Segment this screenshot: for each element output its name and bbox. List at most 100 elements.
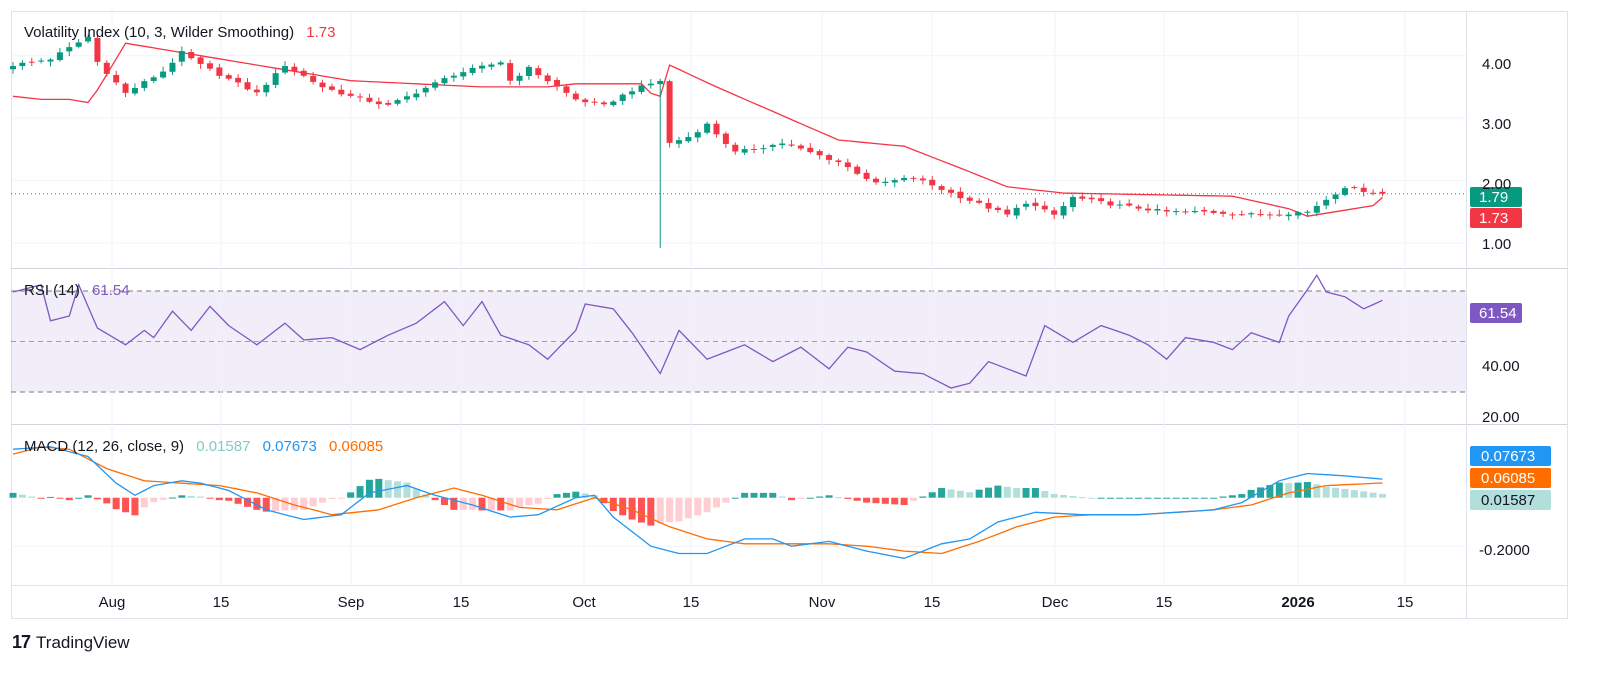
- candle[interactable]: [19, 60, 26, 70]
- candle[interactable]: [1163, 206, 1170, 217]
- candle[interactable]: [854, 164, 861, 176]
- candle[interactable]: [1051, 207, 1058, 220]
- macd-histogram-bar[interactable]: [572, 491, 580, 498]
- candle[interactable]: [760, 144, 767, 154]
- candle[interactable]: [1013, 204, 1020, 220]
- macd-histogram-bar[interactable]: [56, 497, 64, 499]
- macd-histogram-bar[interactable]: [825, 495, 833, 498]
- macd-histogram-bar[interactable]: [919, 496, 927, 498]
- macd-histogram-bar[interactable]: [93, 497, 101, 500]
- candle[interactable]: [779, 138, 786, 149]
- candle[interactable]: [310, 71, 317, 85]
- candle[interactable]: [103, 60, 110, 77]
- macd-histogram-bar[interactable]: [1013, 488, 1021, 498]
- macd-histogram-bar[interactable]: [309, 497, 317, 507]
- candle[interactable]: [1220, 209, 1227, 217]
- candle[interactable]: [28, 57, 35, 67]
- macd-histogram-bar[interactable]: [9, 492, 17, 498]
- macd-histogram-bar[interactable]: [985, 487, 993, 498]
- macd-histogram-bar[interactable]: [684, 497, 692, 519]
- candle[interactable]: [1191, 206, 1198, 214]
- macd-histogram-bar[interactable]: [1266, 485, 1274, 498]
- macd-histogram-bar[interactable]: [1369, 492, 1377, 498]
- macd-histogram-bar[interactable]: [1341, 488, 1349, 498]
- macd-histogram-bar[interactable]: [1153, 497, 1161, 499]
- candle[interactable]: [282, 61, 289, 75]
- macd-histogram-bar[interactable]: [863, 497, 871, 503]
- candle[interactable]: [225, 73, 232, 81]
- macd-histogram-bar[interactable]: [1135, 497, 1143, 499]
- macd-legend[interactable]: MACD (12, 26, close, 9) 0.01587 0.07673 …: [24, 438, 383, 455]
- macd-histogram-bar[interactable]: [544, 497, 552, 499]
- macd-histogram-bar[interactable]: [1294, 482, 1302, 498]
- candle[interactable]: [563, 84, 570, 97]
- macd-histogram-bar[interactable]: [656, 497, 664, 524]
- macd-histogram-bar[interactable]: [1285, 483, 1293, 498]
- candle[interactable]: [957, 187, 964, 204]
- macd-histogram-bar[interactable]: [806, 497, 814, 499]
- candle[interactable]: [863, 169, 870, 182]
- candle[interactable]: [75, 39, 82, 49]
- macd-histogram-bar[interactable]: [591, 495, 599, 498]
- macd-histogram-bar[interactable]: [290, 497, 298, 510]
- macd-histogram-bar[interactable]: [459, 497, 467, 510]
- tradingview-brand[interactable]: 17 TradingView: [12, 632, 130, 653]
- candle[interactable]: [1229, 212, 1236, 220]
- macd-histogram-bar[interactable]: [159, 497, 167, 500]
- candle[interactable]: [94, 33, 101, 66]
- macd-histogram-bar[interactable]: [1041, 490, 1049, 498]
- candle[interactable]: [1313, 201, 1320, 217]
- candle[interactable]: [657, 78, 664, 249]
- macd-histogram-bar[interactable]: [403, 482, 411, 498]
- candle[interactable]: [1295, 211, 1302, 220]
- macd-histogram-bar[interactable]: [37, 497, 45, 499]
- candle[interactable]: [1098, 193, 1105, 205]
- macd-histogram-bar[interactable]: [1031, 488, 1039, 498]
- candle[interactable]: [797, 143, 804, 151]
- macd-histogram-bar[interactable]: [394, 481, 402, 498]
- macd-histogram-bar[interactable]: [647, 497, 655, 526]
- candle[interactable]: [197, 55, 204, 69]
- candle[interactable]: [1210, 209, 1217, 215]
- candle[interactable]: [216, 63, 223, 80]
- macd-histogram-bar[interactable]: [525, 497, 533, 506]
- candle[interactable]: [244, 78, 251, 91]
- macd-histogram-bar[interactable]: [65, 497, 73, 501]
- price-last-badge[interactable]: 1.79: [1470, 187, 1522, 207]
- candle[interactable]: [788, 139, 795, 148]
- macd-histogram-bar[interactable]: [694, 497, 702, 516]
- candle[interactable]: [647, 78, 654, 89]
- candle[interactable]: [169, 58, 176, 76]
- candle[interactable]: [1285, 211, 1292, 221]
- candle[interactable]: [1182, 208, 1189, 215]
- macd-histogram-bar[interactable]: [412, 488, 420, 498]
- candle[interactable]: [394, 98, 401, 106]
- macd-histogram-bar[interactable]: [319, 497, 327, 503]
- candle[interactable]: [994, 205, 1001, 213]
- macd-histogram-bar[interactable]: [365, 479, 373, 498]
- macd-histogram-bar[interactable]: [666, 497, 674, 522]
- macd-histogram-bar[interactable]: [1125, 497, 1133, 499]
- candle[interactable]: [300, 68, 307, 78]
- macd-histogram-bar[interactable]: [872, 497, 880, 504]
- candle[interactable]: [66, 42, 73, 57]
- candle[interactable]: [291, 63, 298, 76]
- candle[interactable]: [131, 83, 138, 96]
- macd-histogram-bar[interactable]: [1182, 497, 1189, 499]
- candle[interactable]: [525, 65, 532, 80]
- macd-histogram-bar[interactable]: [900, 497, 908, 505]
- macd-histogram-bar[interactable]: [122, 497, 130, 513]
- candle[interactable]: [56, 48, 63, 62]
- macd-histogram-bar[interactable]: [741, 492, 749, 498]
- macd-histogram-bar[interactable]: [750, 492, 758, 498]
- macd-histogram-bar[interactable]: [150, 497, 158, 502]
- macd-histogram-bar[interactable]: [1022, 488, 1030, 498]
- macd-histogram-bar[interactable]: [1097, 497, 1105, 499]
- candle[interactable]: [591, 98, 598, 106]
- candle[interactable]: [347, 90, 354, 98]
- candle[interactable]: [10, 62, 16, 74]
- candle[interactable]: [507, 59, 514, 85]
- candle[interactable]: [751, 144, 758, 154]
- candle[interactable]: [357, 93, 364, 102]
